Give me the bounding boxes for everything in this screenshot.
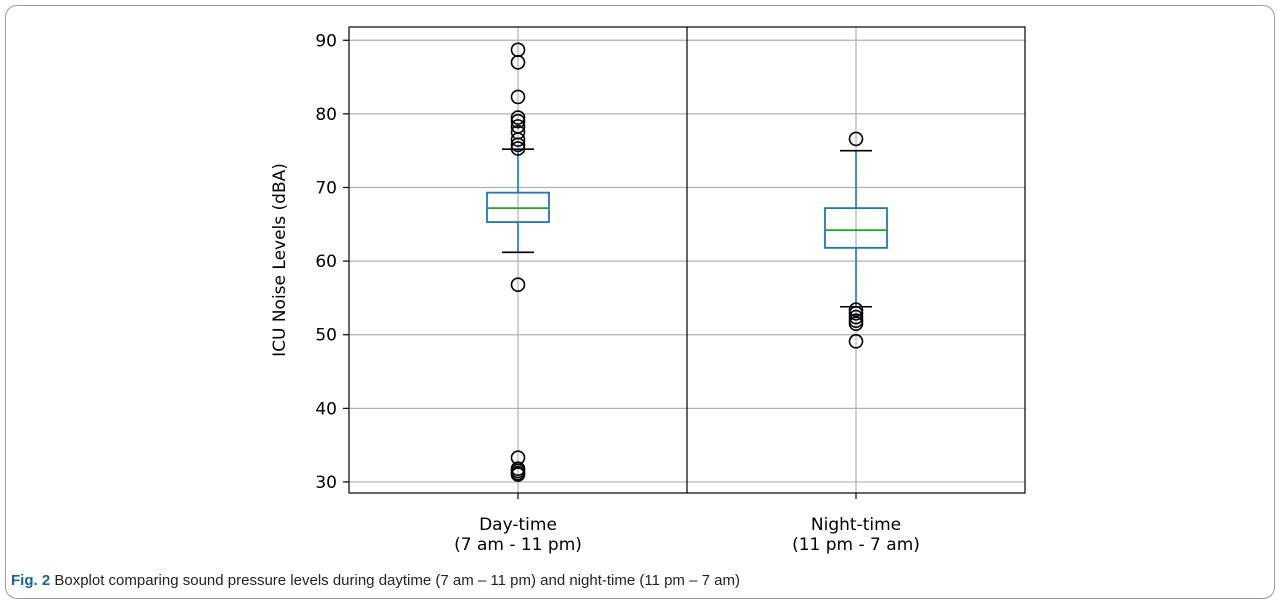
figure-frame <box>5 5 1275 599</box>
outlier-point <box>510 110 526 125</box>
figure-caption-text: Boxplot comparing sound pressure levels … <box>54 572 740 589</box>
x-tick-label-line2: (7 am - 11 pm) <box>454 535 582 555</box>
outlier-point <box>510 113 526 129</box>
y-tick-label: 60 <box>315 252 337 272</box>
y-axis-label: ICU Noise Levels (dBA) <box>270 163 290 357</box>
y-tick-label: 70 <box>315 178 337 198</box>
outlier-point <box>848 131 864 147</box>
y-tick-label: 80 <box>315 105 337 125</box>
outlier-point <box>510 89 526 105</box>
figure-label: Fig. 2 <box>11 572 51 589</box>
outlier-point <box>848 302 864 317</box>
x-tick-label-line2: (11 pm - 7 am) <box>792 535 920 555</box>
y-tick-label: 40 <box>315 399 337 419</box>
outlier-point <box>510 132 526 147</box>
x-tick-label-line1: Day-time <box>479 515 557 535</box>
outlier-point <box>510 55 526 70</box>
outlier-point <box>848 334 864 349</box>
outlier-point <box>848 309 864 325</box>
y-tick-label: 30 <box>315 473 337 493</box>
outlier-point <box>848 306 864 321</box>
outlier-point <box>510 277 526 292</box>
y-tick-label: 90 <box>315 31 337 51</box>
outlier-point <box>848 316 864 331</box>
outlier-point <box>510 141 526 156</box>
iqr-box <box>824 207 888 249</box>
y-tick-label: 50 <box>315 326 337 346</box>
outlier-point <box>510 467 526 482</box>
plot-area-border <box>348 26 1026 494</box>
x-tick-label-line1: Night-time <box>811 515 901 535</box>
figure-caption: Fig. 2 Boxplot comparing sound pressure … <box>11 572 740 589</box>
outlier-point <box>510 137 526 153</box>
